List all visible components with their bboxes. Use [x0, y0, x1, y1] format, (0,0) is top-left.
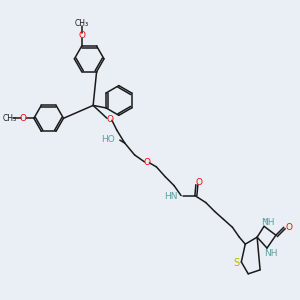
Text: CH₃: CH₃	[75, 19, 89, 28]
Text: O: O	[144, 158, 151, 167]
Text: HN: HN	[165, 192, 178, 201]
Text: O: O	[20, 114, 26, 123]
Text: H: H	[262, 218, 267, 223]
Text: CH₃: CH₃	[3, 114, 17, 123]
Text: NH: NH	[261, 218, 275, 227]
Text: NH: NH	[264, 248, 278, 257]
Text: O: O	[195, 178, 202, 187]
Text: S: S	[233, 258, 239, 268]
Text: O: O	[285, 223, 292, 232]
Text: O: O	[106, 115, 113, 124]
Text: HO: HO	[101, 135, 115, 144]
Text: O: O	[78, 31, 85, 40]
